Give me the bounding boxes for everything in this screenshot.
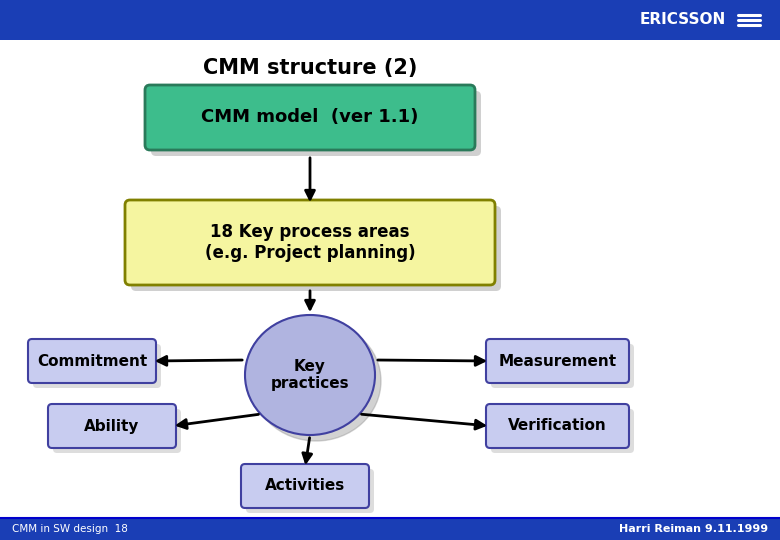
Text: CMM structure (2): CMM structure (2)	[203, 58, 417, 78]
FancyBboxPatch shape	[131, 206, 501, 291]
FancyBboxPatch shape	[491, 344, 634, 388]
Text: CMM in SW design  18: CMM in SW design 18	[12, 524, 128, 534]
FancyBboxPatch shape	[33, 344, 161, 388]
Text: CMM model  (ver 1.1): CMM model (ver 1.1)	[201, 109, 419, 126]
Text: Ability: Ability	[84, 418, 140, 434]
FancyBboxPatch shape	[53, 409, 181, 453]
FancyBboxPatch shape	[241, 464, 369, 508]
Text: Verification: Verification	[508, 418, 607, 434]
FancyBboxPatch shape	[145, 85, 475, 150]
Text: Key
practices: Key practices	[271, 359, 349, 391]
Ellipse shape	[245, 315, 375, 435]
Text: ERICSSON: ERICSSON	[640, 12, 726, 28]
Bar	[0, 0, 780, 40]
Text: Harri Reiman 9.11.1999: Harri Reiman 9.11.1999	[619, 524, 768, 534]
FancyBboxPatch shape	[151, 91, 481, 156]
FancyBboxPatch shape	[486, 339, 629, 383]
Text: 18 Key process areas
(e.g. Project planning): 18 Key process areas (e.g. Project plann…	[204, 223, 415, 262]
Text: Commitment: Commitment	[37, 354, 147, 368]
Text: Measurement: Measurement	[498, 354, 616, 368]
FancyBboxPatch shape	[246, 469, 374, 513]
FancyBboxPatch shape	[48, 404, 176, 448]
FancyBboxPatch shape	[491, 409, 634, 453]
Text: Activities: Activities	[265, 478, 345, 494]
Ellipse shape	[251, 321, 381, 441]
Bar	[0, 518, 780, 540]
FancyBboxPatch shape	[486, 404, 629, 448]
FancyBboxPatch shape	[125, 200, 495, 285]
FancyBboxPatch shape	[28, 339, 156, 383]
